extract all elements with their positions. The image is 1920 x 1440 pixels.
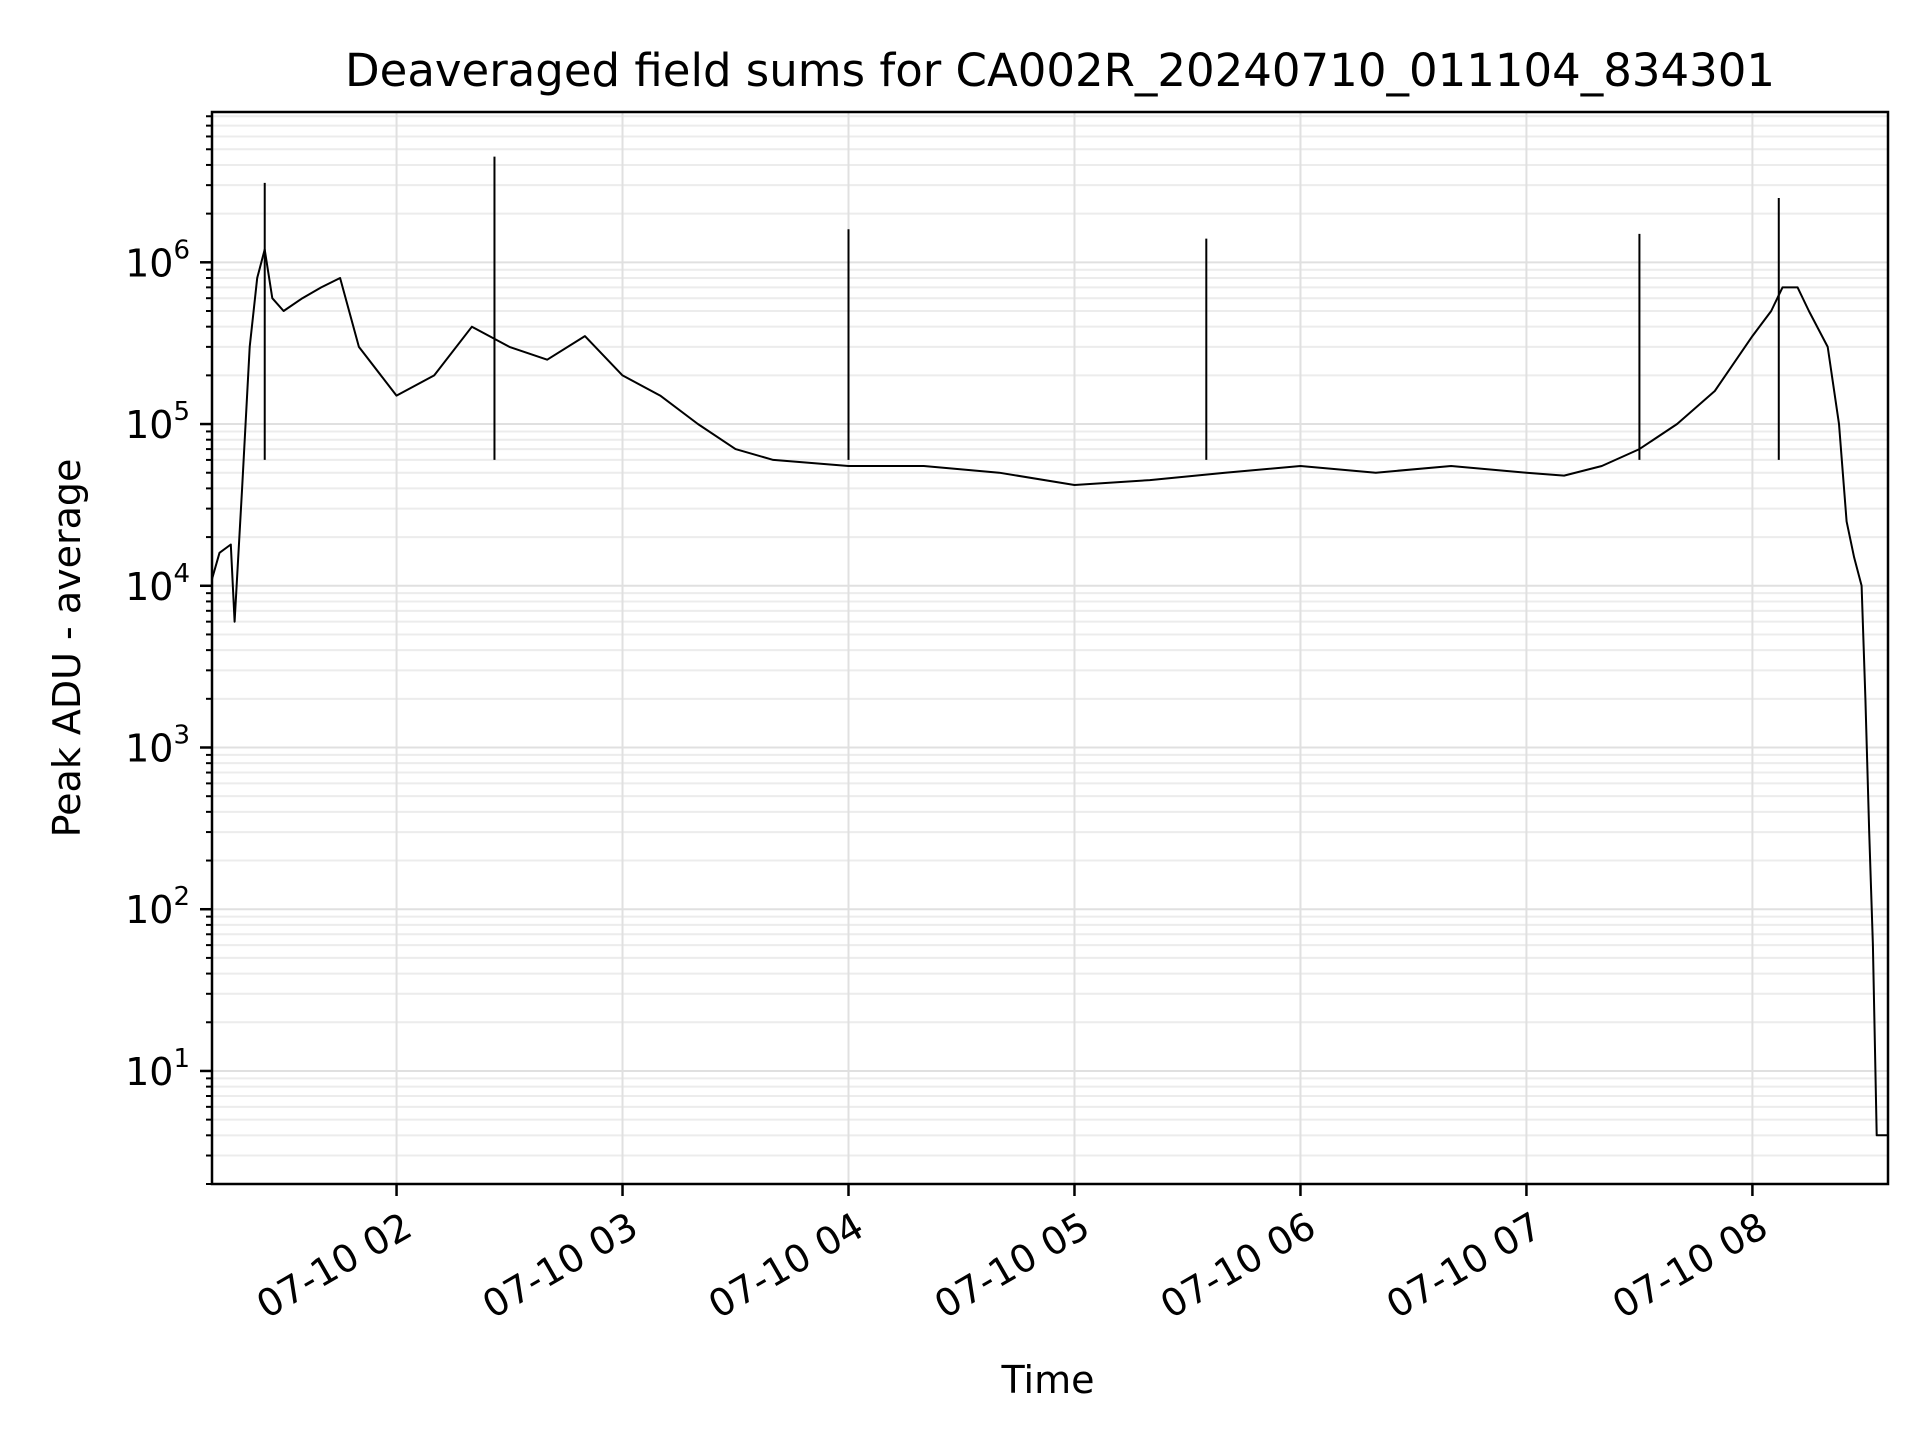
series-layer (211, 156, 1888, 1137)
y-tick-label: 105 (125, 397, 190, 447)
y-tick-label: 104 (125, 559, 190, 609)
y-tick-label: 103 (125, 720, 190, 770)
y-tick-label: 106 (125, 235, 190, 285)
series-line (211, 248, 1888, 1137)
y-axis: 101 102 103 104 105 106 (125, 115, 212, 1185)
chart-title: Deaveraged field sums for CA002R_2024071… (345, 44, 1775, 97)
plot-frame (210, 110, 1890, 1186)
grid (212, 112, 1888, 1185)
y-axis-label: Peak ADU - average (45, 459, 89, 838)
y-tick-label: 101 (125, 1044, 190, 1094)
x-axis-label: Time (1001, 1358, 1095, 1402)
y-tick-label: 102 (125, 882, 190, 932)
